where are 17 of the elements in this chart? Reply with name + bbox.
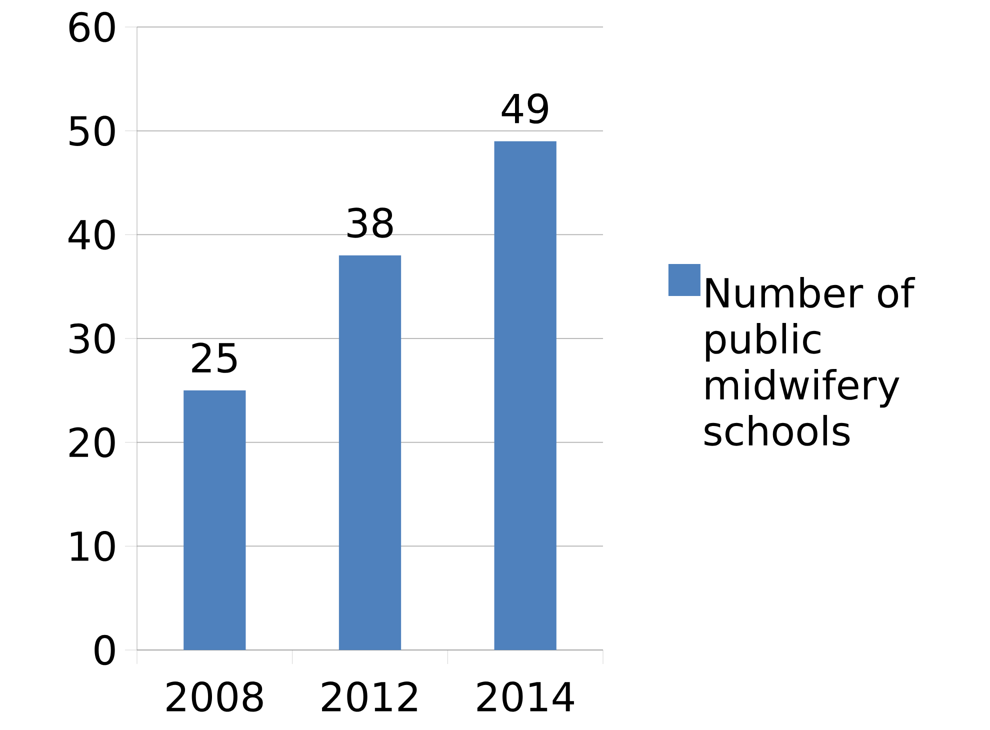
data-label: 38: [348, 208, 393, 238]
legend-label: Number of public midwifery schools: [704, 276, 916, 446]
data-label: 25: [192, 342, 237, 373]
y-tick-label: 10: [70, 531, 115, 562]
x-tick-label: 2008: [166, 682, 263, 712]
x-tick-label: 2014: [477, 682, 574, 712]
y-tick-label: 0: [94, 634, 115, 666]
y-tick-label: 60: [69, 12, 115, 42]
y-tick-label: 20: [70, 427, 115, 458]
bar: [184, 390, 246, 650]
x-tick-label: 2012: [322, 682, 417, 712]
bar: [338, 255, 402, 650]
y-tick-label: 30: [70, 323, 115, 354]
data-label: 49: [502, 93, 548, 124]
bar: [494, 141, 556, 650]
y-tick-label: 50: [70, 116, 115, 146]
y-tick-label: 40: [68, 220, 115, 250]
